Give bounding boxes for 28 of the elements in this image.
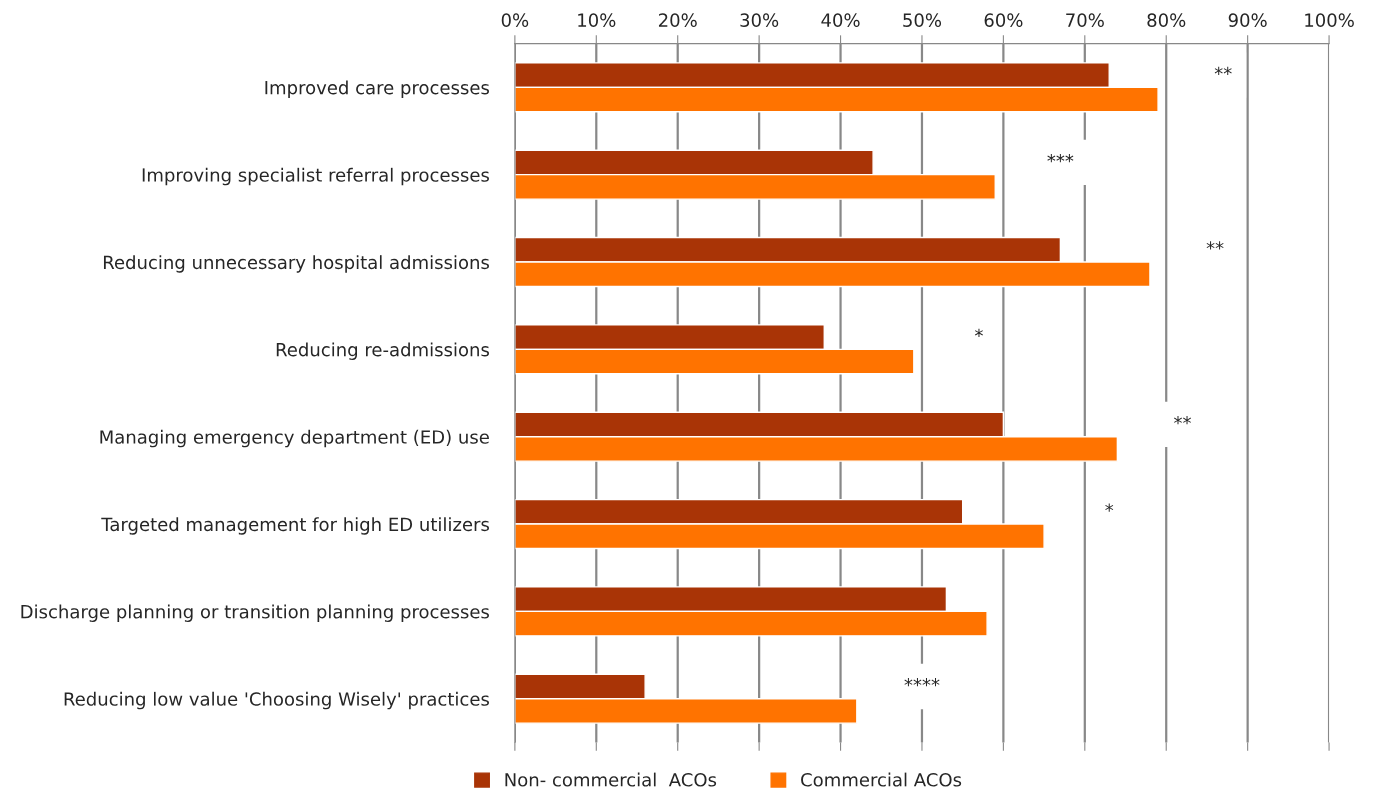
x-tick-label: 0% bbox=[501, 13, 529, 27]
legend-label: Non- commercial ACOs bbox=[505, 772, 717, 787]
y-tick-label: Improved care processes bbox=[265, 80, 489, 98]
annotation: ** bbox=[1206, 241, 1224, 250]
annotation: ** bbox=[1174, 416, 1191, 425]
annotation: ** bbox=[1214, 66, 1232, 75]
x-tick-label: 80% bbox=[1147, 13, 1186, 27]
annotation: **** bbox=[904, 678, 940, 687]
x-tick-label: 40% bbox=[821, 13, 860, 27]
annotation: *** bbox=[1047, 154, 1074, 163]
x-tick-label: 20% bbox=[658, 13, 697, 27]
annotation: * bbox=[1105, 503, 1114, 512]
y-tick-label: Targeted management for high ED utilizers bbox=[101, 517, 489, 535]
x-tick-label: 30% bbox=[740, 13, 779, 27]
x-tick-label: 60% bbox=[984, 13, 1023, 27]
y-tick-label: Reducing low value 'Choosing Wisely' practices bbox=[64, 691, 489, 710]
x-tick-label: 90% bbox=[1228, 13, 1267, 27]
y-tick-label: Discharge planning or transition planning processes bbox=[21, 604, 489, 622]
y-tick-label: Reducing unnecessary hospital admissions bbox=[103, 255, 489, 273]
y-tick-label: Managing emergency department (ED) use bbox=[100, 429, 489, 448]
legend-label: Commercial ACOs bbox=[801, 772, 962, 787]
y-tick-label: Reducing re-admissions bbox=[276, 342, 489, 360]
annotation: * bbox=[974, 328, 983, 337]
x-tick-label: 100% bbox=[1305, 13, 1354, 27]
x-tick-label: 70% bbox=[1066, 13, 1104, 27]
y-tick-label: Improving specialist referral processes bbox=[142, 167, 489, 186]
x-tick-label: 50% bbox=[903, 13, 942, 27]
x-tick-label: 10% bbox=[578, 13, 616, 27]
